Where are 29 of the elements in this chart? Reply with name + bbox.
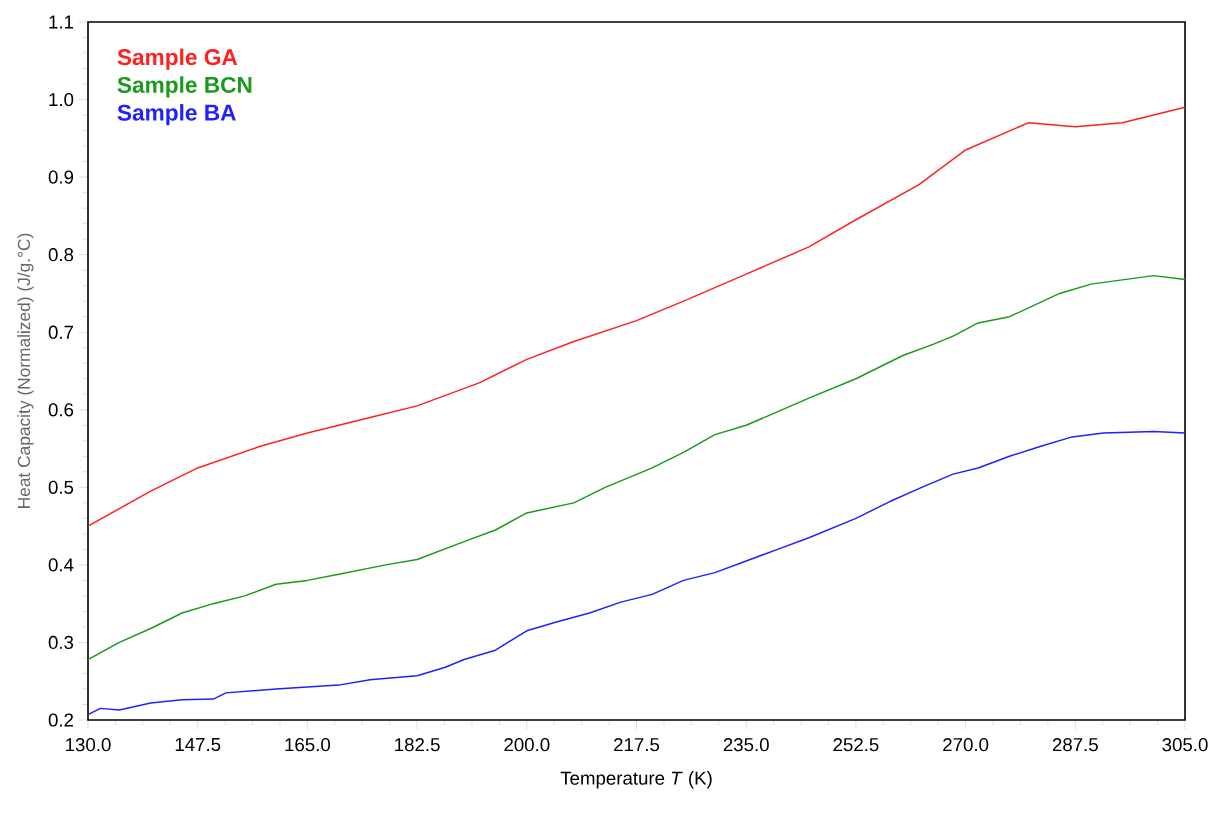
- y-tick-label: 0.5: [48, 480, 74, 494]
- y-tick-label: 0.7: [48, 325, 74, 339]
- y-axis-title: Heat Capacity (Normalized) (J/g.°C): [17, 233, 34, 508]
- line-series: [88, 106, 1186, 527]
- text: Sample BCN: [117, 76, 252, 98]
- x-tick-label: 217.5: [614, 738, 660, 752]
- y-tick-label: 0.4: [48, 558, 74, 572]
- x-tick-label: 182.5: [395, 738, 440, 752]
- x-tick-label: 287.5: [1052, 738, 1098, 752]
- x-tick-label: 252.5: [833, 738, 879, 752]
- y-tick-label: 0.6: [48, 403, 74, 417]
- y-tick-label: 1.1: [49, 15, 74, 29]
- x-tick-label: 270.0: [943, 738, 989, 752]
- y-tick-label: 0.3: [48, 635, 74, 650]
- y-tick-label: 0.8: [48, 248, 74, 262]
- x-tick-label: 235.0: [723, 738, 769, 752]
- x-tick-label: 147.5: [175, 738, 221, 752]
- x-axis-title: Temperature T (K): [560, 771, 712, 789]
- y-tick-label: 1.0: [49, 92, 74, 107]
- x-tick-label: 130.0: [66, 738, 111, 752]
- x-tick-label: 305.0: [1162, 738, 1208, 752]
- text: Sample GA: [117, 48, 238, 70]
- line-series: [88, 274, 1186, 661]
- y-tick-label: 0.9: [48, 170, 74, 184]
- x-tick-label: 165.0: [285, 738, 331, 752]
- text: Sample BA: [117, 104, 236, 126]
- line-series: [88, 430, 1186, 716]
- x-tick-label: 200.0: [504, 738, 550, 752]
- y-tick-label: 0.2: [48, 713, 74, 727]
